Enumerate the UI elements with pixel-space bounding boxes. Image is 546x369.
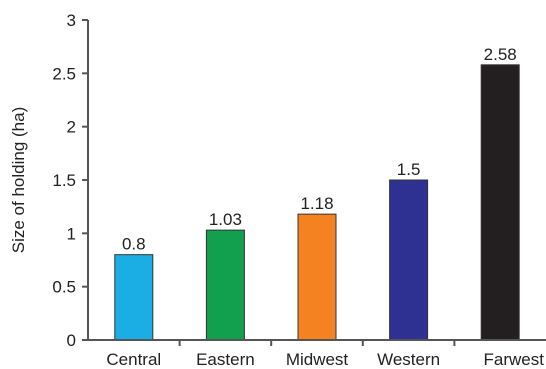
y-tick-label: 1 (67, 224, 76, 243)
bar-western (389, 179, 429, 341)
bars-group (114, 64, 520, 341)
x-tick-label-western: Western (377, 350, 440, 369)
y-tick-label: 0.5 (52, 278, 76, 297)
data-labels-group: 0.8 1.03 1.18 1.5 2.58 (122, 45, 517, 254)
y-ticks-group: 0 0.5 1 1.5 2 2.5 3 (52, 11, 88, 350)
data-label-farwest: 2.58 (484, 45, 517, 64)
x-tick-label-midwest: Midwest (286, 350, 349, 369)
y-tick-label: 3 (67, 11, 76, 30)
bar-central (114, 254, 154, 341)
y-axis-title: Size of holding (ha) (9, 107, 28, 253)
data-label-central: 0.8 (122, 235, 146, 254)
y-tick-label: 1.5 (52, 171, 76, 190)
bar-eastern (205, 229, 245, 341)
x-tick-label-central: Central (106, 350, 161, 369)
bar-farwest (480, 64, 520, 341)
x-tick-label-farwest: Farwest (484, 350, 545, 369)
data-label-western: 1.5 (397, 160, 421, 179)
x-ticks-group: Central Eastern Midwest Western Farwest (106, 340, 544, 369)
bar-midwest (297, 213, 337, 341)
data-label-eastern: 1.03 (209, 210, 242, 229)
y-tick-label: 2.5 (52, 64, 76, 83)
data-label-midwest: 1.18 (300, 194, 333, 213)
y-tick-label: 2 (67, 118, 76, 137)
y-tick-label: 0 (67, 331, 76, 350)
x-tick-label-eastern: Eastern (196, 350, 255, 369)
